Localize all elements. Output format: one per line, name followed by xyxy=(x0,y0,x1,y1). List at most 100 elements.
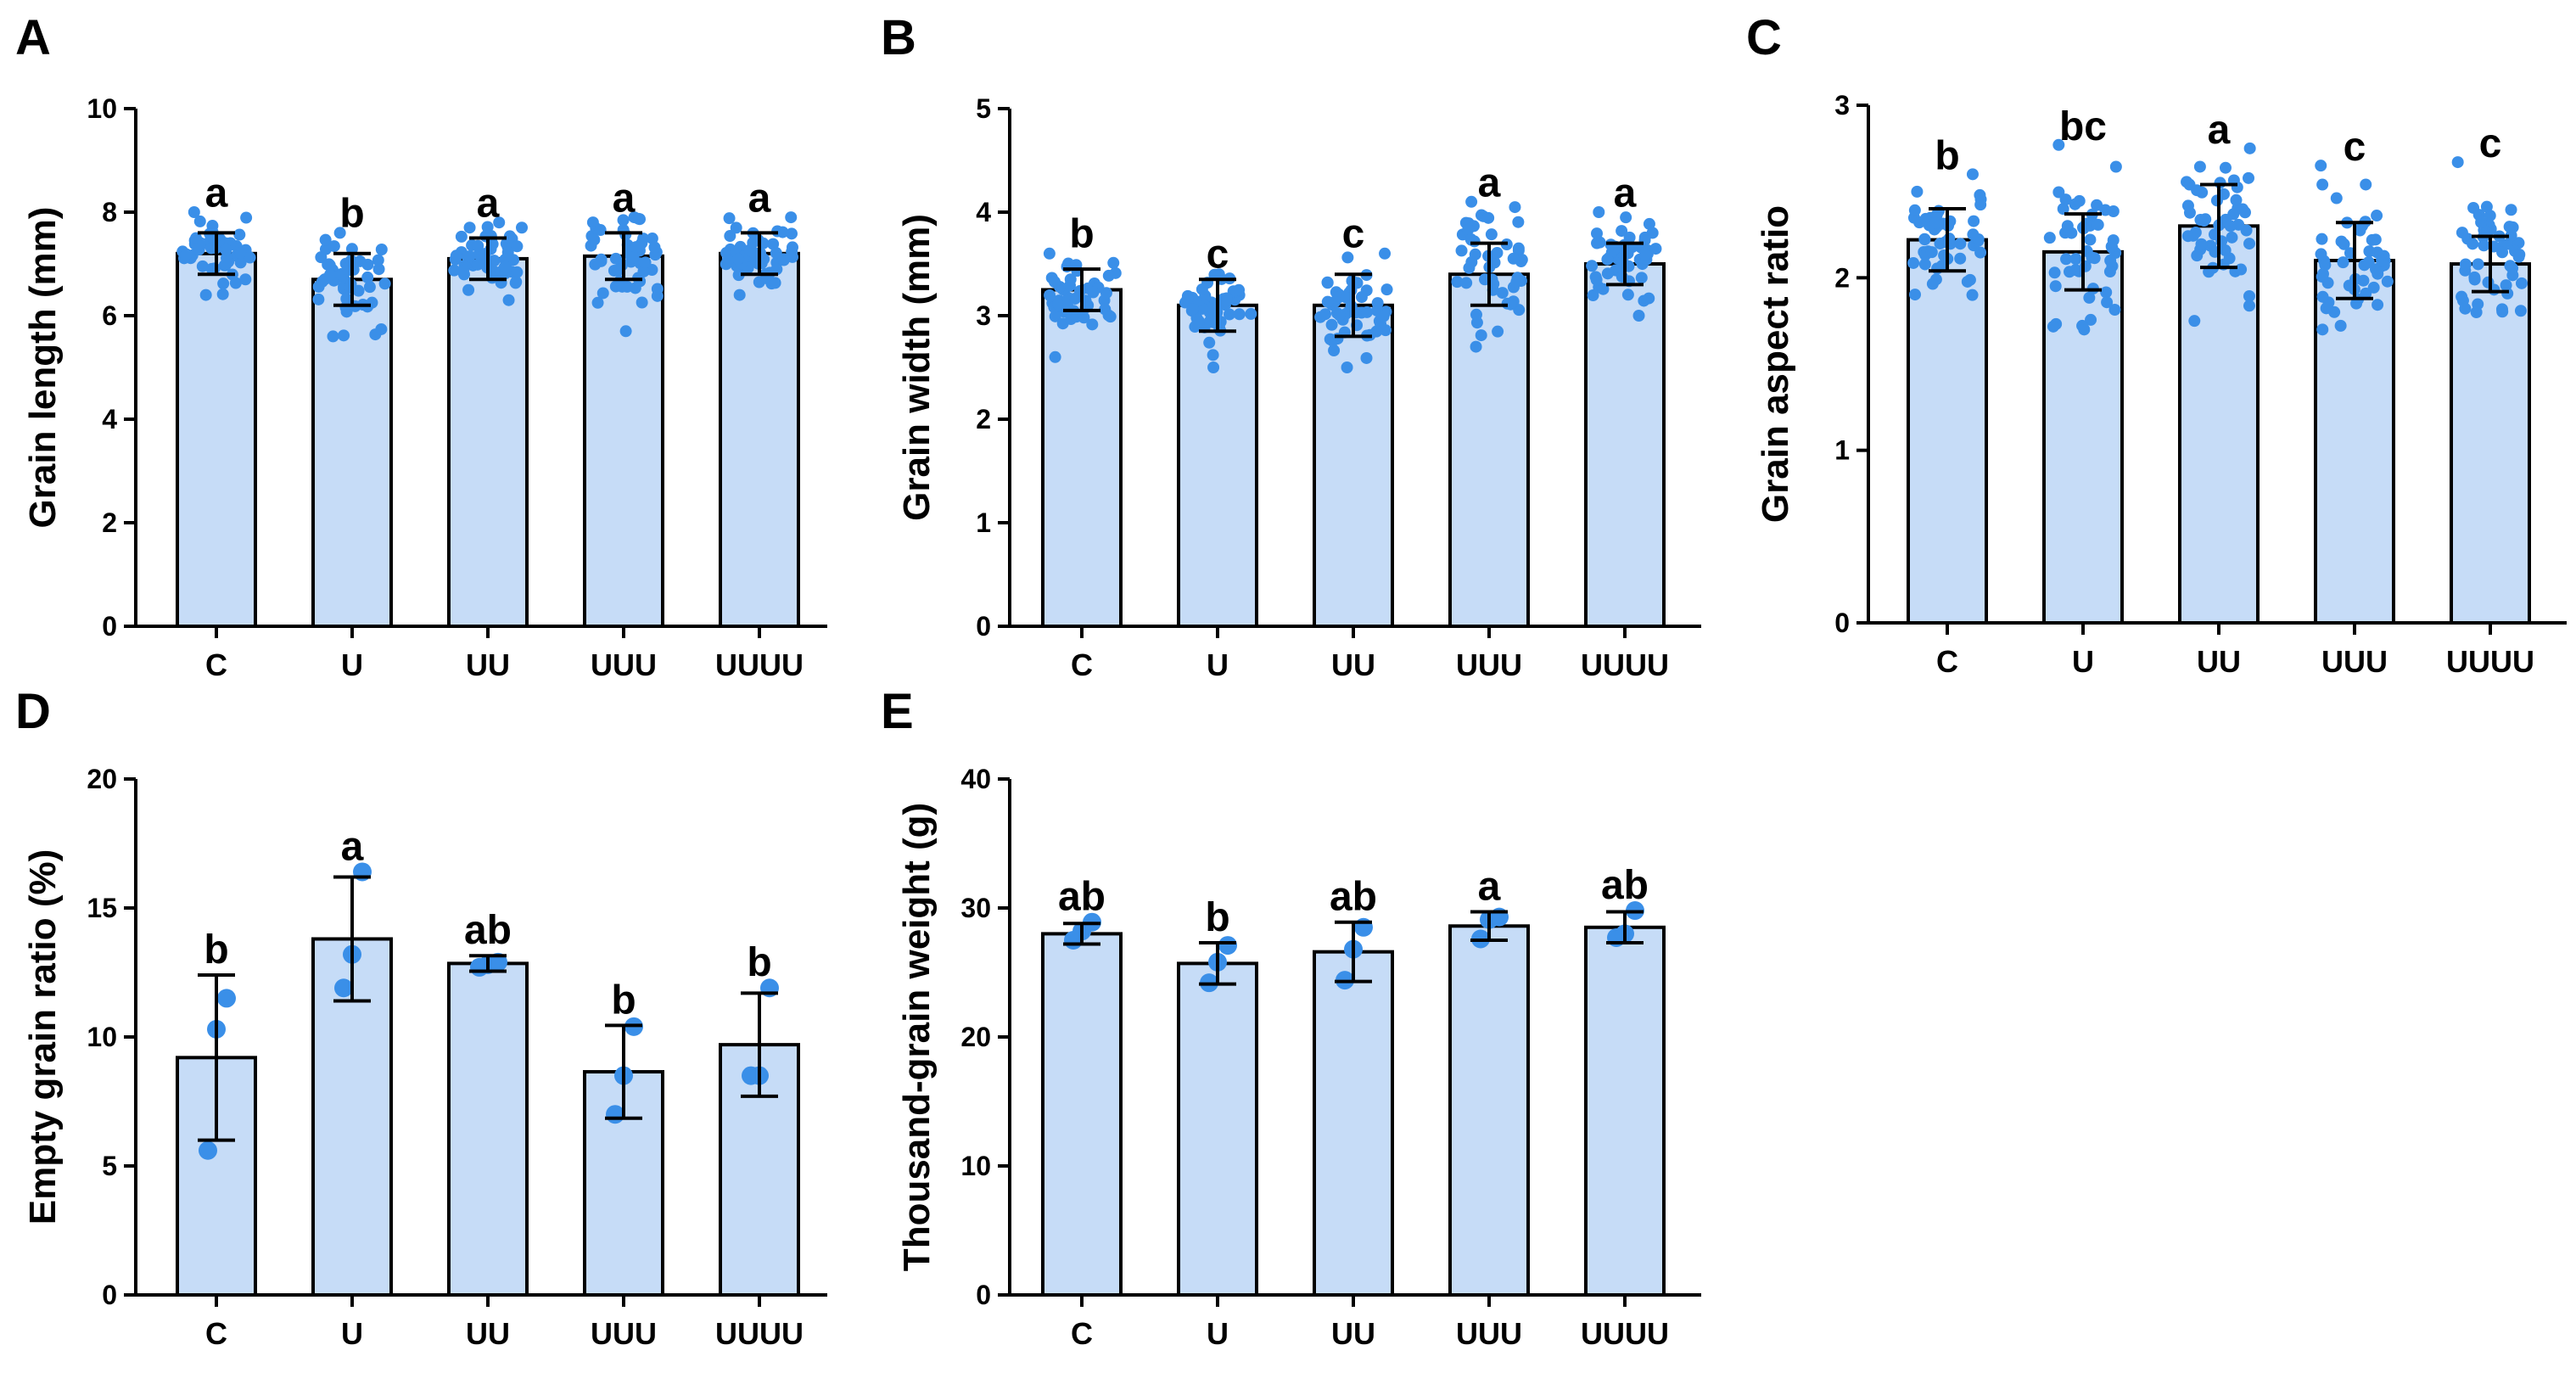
data-point xyxy=(1504,298,1517,311)
data-point xyxy=(2513,249,2526,261)
data-point xyxy=(2506,262,2519,275)
data-point xyxy=(2334,319,2347,332)
x-tick-label: UUUU xyxy=(715,1316,804,1351)
significance-letter: ab xyxy=(464,908,512,953)
x-tick-label: U xyxy=(2072,644,2094,679)
data-point xyxy=(1218,936,1237,955)
data-point xyxy=(1223,308,1235,321)
data-point xyxy=(651,283,664,295)
y-tick-label: 5 xyxy=(976,93,991,124)
x-tick-label: C xyxy=(205,1316,227,1351)
bar xyxy=(176,251,257,628)
x-tick-label: UU xyxy=(466,1316,510,1351)
y-axis-label: Empty grain ratio (%) xyxy=(22,849,64,1225)
data-point xyxy=(2360,178,2372,191)
data-point xyxy=(2191,184,2204,197)
data-point xyxy=(1491,246,1504,259)
x-tick-label: UUU xyxy=(1456,647,1522,682)
x-tick-label: UUUU xyxy=(715,647,804,682)
y-tick-label: 2 xyxy=(102,507,117,538)
data-point xyxy=(196,260,209,272)
data-point xyxy=(2243,290,2255,303)
data-point xyxy=(2319,259,2332,272)
x-tick-label: UUUU xyxy=(1581,1316,1669,1351)
data-point xyxy=(1587,289,1599,302)
data-point xyxy=(2193,160,2206,173)
x-tick-label: U xyxy=(1207,1316,1229,1351)
data-point xyxy=(328,240,340,253)
y-axis-label: Grain aspect ratio xyxy=(1755,205,1796,523)
bar xyxy=(447,256,529,628)
data-point xyxy=(1049,350,1061,363)
x-tick-label: UUU xyxy=(591,1316,657,1351)
data-point xyxy=(234,247,247,260)
data-point xyxy=(1044,289,1056,301)
data-point xyxy=(1325,318,1338,331)
data-point xyxy=(2243,300,2255,312)
significance-letter: c xyxy=(2344,125,2366,170)
panel-letter-e: E xyxy=(881,684,914,739)
y-axis-label: Grain length (mm) xyxy=(22,207,64,529)
chart-b: 0 1 2 3 4 5 Grain width (mm) b Cc Uc UU a UUU a UUUU xyxy=(896,93,1701,682)
x-tick-label: C xyxy=(1071,647,1093,682)
data-point xyxy=(1926,277,1939,290)
chart-d: 0 5 10 15 20 Empty grain ratio (%) b Ca Uab UU b UU… xyxy=(22,764,827,1351)
data-point xyxy=(2505,204,2517,216)
data-point xyxy=(312,293,325,305)
significance-letter: ab xyxy=(1058,875,1106,920)
data-point xyxy=(1925,246,1938,259)
data-point xyxy=(1601,253,1614,266)
y-tick-label: 3 xyxy=(1834,90,1850,120)
data-point xyxy=(2181,230,2194,243)
data-point xyxy=(1954,252,1967,265)
data-point xyxy=(2496,246,2509,259)
data-point xyxy=(375,322,388,335)
data-point xyxy=(1073,284,1086,297)
data-point xyxy=(1954,238,1967,250)
data-point xyxy=(1207,349,1219,361)
data-point xyxy=(1586,260,1599,272)
x-tick-label: UU xyxy=(2197,644,2241,679)
data-point xyxy=(1104,311,1117,323)
data-point xyxy=(1639,249,1652,261)
data-point xyxy=(1064,279,1077,292)
x-tick-label: UUU xyxy=(591,647,657,682)
data-point xyxy=(1593,236,1606,249)
data-point xyxy=(2372,299,2384,311)
data-point xyxy=(1370,325,1383,338)
data-point xyxy=(1355,291,1368,304)
data-point xyxy=(639,256,652,269)
data-point xyxy=(2478,239,2490,252)
bar xyxy=(1313,950,1394,1297)
data-point xyxy=(1907,256,1920,269)
data-point xyxy=(720,258,732,271)
y-tick-label: 10 xyxy=(87,93,117,124)
data-point xyxy=(1593,206,1605,218)
data-point xyxy=(1460,277,1473,289)
data-point xyxy=(2047,320,2059,333)
data-point xyxy=(1911,185,1924,198)
data-point xyxy=(2230,193,2243,206)
data-point xyxy=(1643,217,1655,230)
y-tick-label: 4 xyxy=(976,197,991,227)
data-point xyxy=(630,241,642,254)
data-point xyxy=(588,233,601,246)
data-point xyxy=(2337,256,2349,269)
significance-letter: a xyxy=(2208,108,2231,153)
chart-a: 0 2 4 6 8 10 Grain length (mm) a Cb Ua UU a UUU a UUUU xyxy=(22,93,827,682)
data-point xyxy=(2049,280,2062,293)
data-point xyxy=(1051,298,1064,311)
data-point xyxy=(2048,266,2061,279)
data-point xyxy=(2069,253,2082,266)
bar xyxy=(1041,932,1123,1297)
data-point xyxy=(372,254,384,266)
y-tick-label: 30 xyxy=(960,893,991,923)
data-point xyxy=(375,243,388,255)
data-point xyxy=(188,206,200,218)
data-point xyxy=(1591,227,1604,240)
significance-letter: c xyxy=(1342,211,1365,256)
x-tick-label: C xyxy=(1071,1316,1093,1351)
significance-letter: b xyxy=(611,978,636,1023)
data-point xyxy=(2376,254,2388,266)
data-point xyxy=(1908,204,1921,216)
